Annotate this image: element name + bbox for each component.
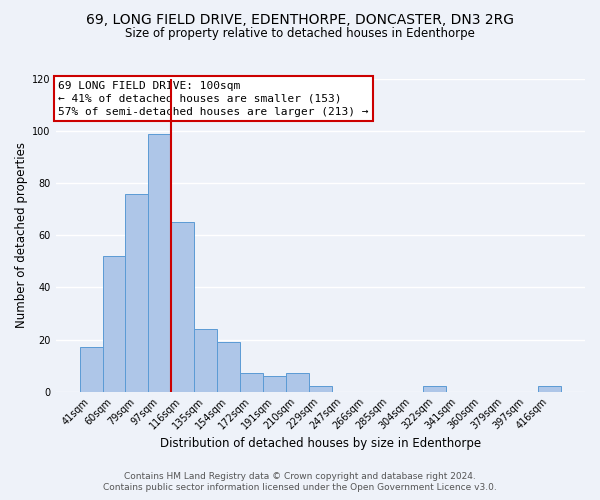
Text: 69, LONG FIELD DRIVE, EDENTHORPE, DONCASTER, DN3 2RG: 69, LONG FIELD DRIVE, EDENTHORPE, DONCAS… [86, 12, 514, 26]
Bar [217, 342, 240, 392]
Bar [263, 376, 286, 392]
Bar [538, 386, 561, 392]
Bar [240, 374, 263, 392]
Y-axis label: Number of detached properties: Number of detached properties [15, 142, 28, 328]
Text: 69 LONG FIELD DRIVE: 100sqm
← 41% of detached houses are smaller (153)
57% of se: 69 LONG FIELD DRIVE: 100sqm ← 41% of det… [58, 80, 368, 117]
Bar [194, 329, 217, 392]
Bar [286, 374, 309, 392]
Bar [125, 194, 148, 392]
Text: Contains HM Land Registry data © Crown copyright and database right 2024.: Contains HM Land Registry data © Crown c… [124, 472, 476, 481]
Bar [171, 222, 194, 392]
Text: Size of property relative to detached houses in Edenthorpe: Size of property relative to detached ho… [125, 28, 475, 40]
Bar [309, 386, 332, 392]
Text: Contains public sector information licensed under the Open Government Licence v3: Contains public sector information licen… [103, 484, 497, 492]
X-axis label: Distribution of detached houses by size in Edenthorpe: Distribution of detached houses by size … [160, 437, 481, 450]
Bar [80, 348, 103, 392]
Bar [148, 134, 171, 392]
Bar [103, 256, 125, 392]
Bar [424, 386, 446, 392]
